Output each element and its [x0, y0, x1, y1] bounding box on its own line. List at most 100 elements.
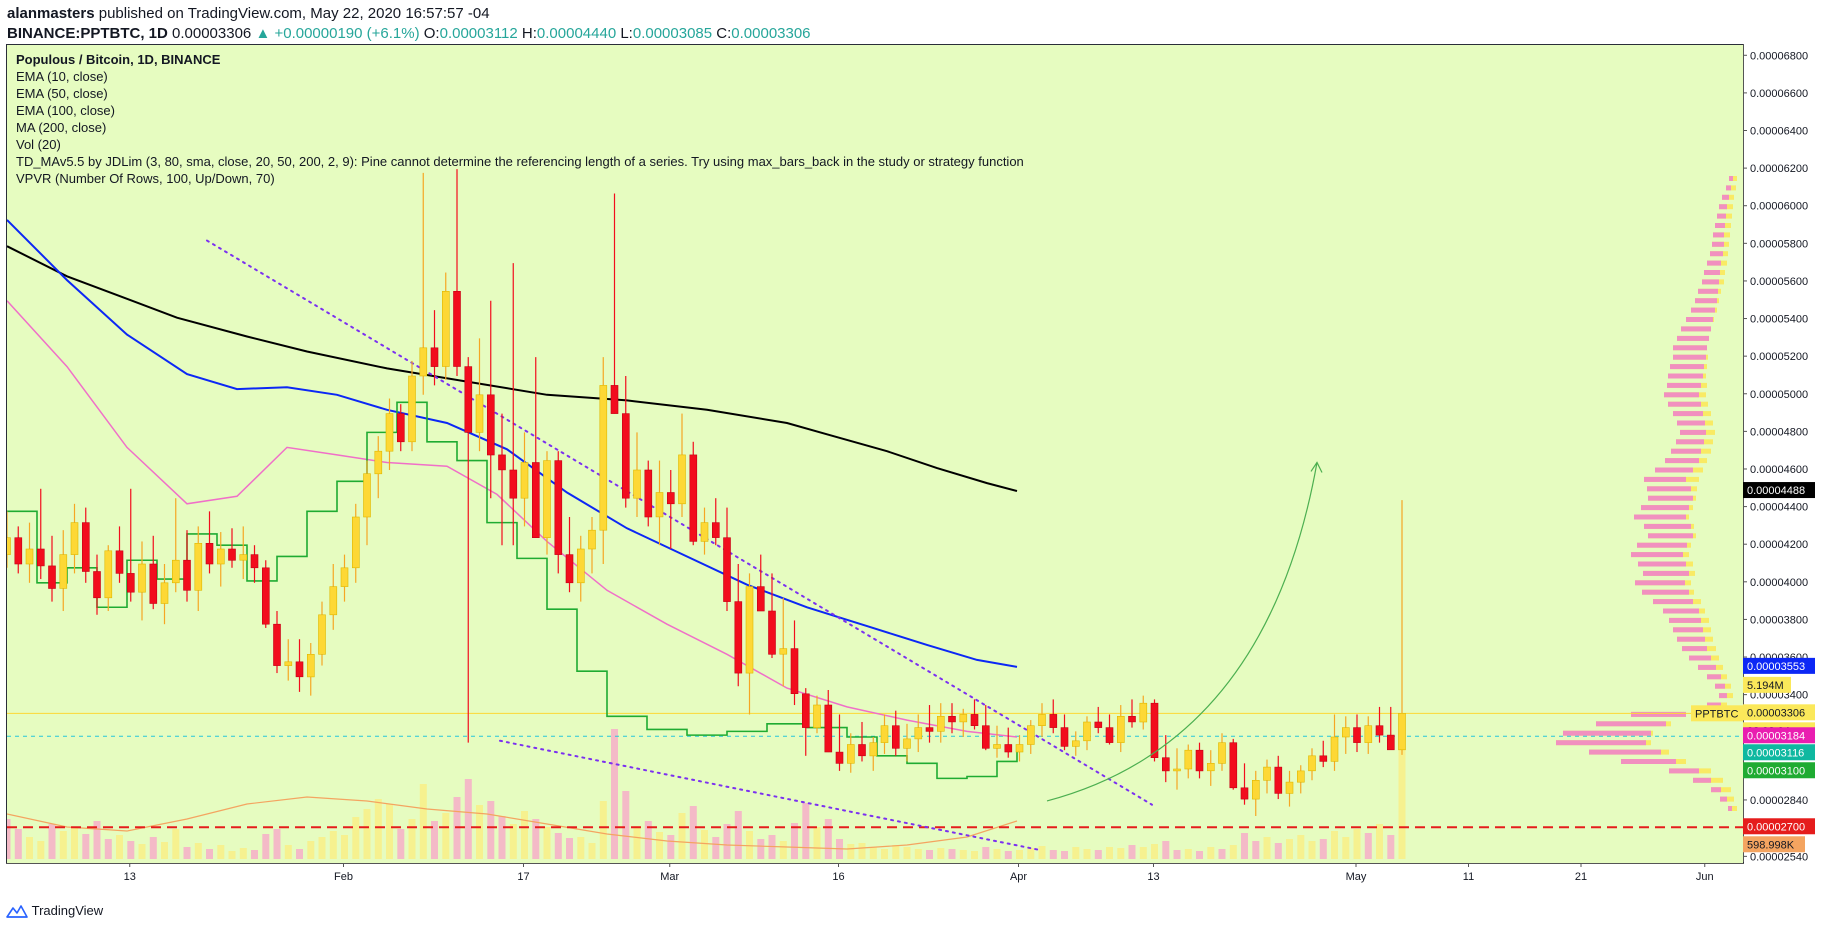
candle-body: [1049, 714, 1058, 728]
vpvr-down-bar: [1677, 420, 1705, 426]
arrow-head-icon: [1310, 461, 1323, 473]
volume-bar: [982, 847, 990, 859]
price-plot[interactable]: PPTBTC: [7, 45, 1743, 863]
low-label: L:: [620, 25, 633, 42]
candle-body: [1004, 744, 1013, 753]
volume-bar: [341, 835, 348, 859]
legend-td-ma[interactable]: TD_MAv5.5 by JDLim (3, 80, sma, close, 2…: [16, 154, 1024, 169]
ema10-price-label-text: 0.00003116: [1747, 747, 1804, 759]
candle-body: [891, 725, 900, 749]
vpvr-down-bar: [1726, 185, 1731, 191]
volume-bar: [1128, 845, 1136, 859]
ema100-price-label-text: 0.00003553: [1747, 661, 1805, 673]
volume-bar: [352, 817, 360, 859]
volume-bar: [251, 850, 258, 859]
vpvr-down-bar: [1728, 806, 1732, 811]
volume-bar: [1151, 844, 1158, 859]
volume-bar: [1376, 824, 1383, 859]
publish-text: published on TradingView.com, May 22, 20…: [98, 5, 490, 22]
candle-body: [1072, 740, 1080, 747]
volume-bar: [464, 779, 472, 859]
candle-body: [1285, 781, 1294, 794]
publisher-name[interactable]: alanmasters: [7, 5, 95, 22]
time-axis[interactable]: 13Feb17Mar16Apr13May1121Jun15Jul13: [6, 863, 1744, 887]
vpvr-down-bar: [1719, 693, 1727, 699]
volume-ma-line: [7, 796, 1018, 850]
price-tick-label: 0.00005600: [1750, 276, 1808, 288]
volume-label-text: 5.194M: [1747, 680, 1784, 692]
volume-bar: [779, 841, 787, 859]
volume-bar: [611, 729, 618, 859]
candle-body: [1015, 744, 1024, 753]
upper-trendline: [206, 239, 1153, 806]
up-arrow-icon: ▲: [255, 25, 271, 42]
price-tick-label: 0.00004600: [1750, 464, 1808, 476]
cyan-price-label-text: 0.00003184: [1747, 730, 1805, 742]
candle-body: [453, 291, 461, 367]
candle-body: [340, 567, 349, 587]
legend-ema50[interactable]: EMA (50, close): [16, 86, 108, 101]
vpvr-down-bar: [1702, 279, 1719, 285]
time-tick-label: May: [1346, 871, 1367, 883]
price-axis[interactable]: 0.00006800 0.00006600 0.00006400 0.00006200…: [1743, 44, 1828, 862]
volume-bar: [476, 805, 483, 859]
ma200-price-label-bg: [1743, 482, 1815, 499]
cyan-price-label-bg: [1743, 727, 1815, 744]
vpvr-down-bar: [1693, 777, 1711, 783]
candle-body: [936, 715, 945, 732]
volume-bar: [183, 847, 191, 859]
candle-body: [621, 413, 630, 499]
time-tick-label: 13: [1147, 871, 1159, 883]
legend-vpvr[interactable]: VPVR (Number Of Rows, 100, Up/Down, 70): [16, 171, 275, 186]
candle-body: [250, 554, 259, 569]
volume-bar: [869, 847, 877, 859]
legend-title[interactable]: Populous / Bitcoin, 1D, BINANCE: [16, 52, 221, 67]
legend-ma200[interactable]: MA (200, close): [16, 120, 107, 135]
candle-body: [149, 563, 158, 604]
candle-body: [644, 469, 653, 518]
volume-bar: [1297, 835, 1305, 859]
vpvr-down-bar: [1665, 458, 1699, 464]
candle-body: [1342, 727, 1350, 738]
tradingview-logo-icon[interactable]: [6, 904, 28, 918]
candle-body: [588, 529, 596, 550]
candle-body: [948, 715, 956, 723]
candle-body: [925, 727, 934, 732]
volume-bar: [37, 841, 45, 859]
volume-bar: [273, 829, 281, 859]
volume-bar: [566, 838, 573, 859]
vpvr-down-bar: [1647, 486, 1691, 492]
volume-bar: [1061, 851, 1068, 859]
candle-body: [70, 522, 79, 555]
volume-bar: [746, 831, 753, 859]
volume-bar: [622, 791, 630, 859]
candle-body: [678, 454, 686, 505]
vpvr-down-bar: [1556, 740, 1646, 746]
footer-brand[interactable]: TradingView: [31, 903, 104, 919]
symbol-tag-bg: [1691, 705, 1743, 722]
vpvr-down-bar: [1680, 429, 1706, 435]
candle-body: [801, 693, 810, 728]
volume-bar: [1038, 846, 1046, 859]
volume-bar: [431, 821, 438, 859]
volume-bar: [892, 845, 900, 859]
candle-body: [1173, 768, 1181, 772]
legend-ema10[interactable]: EMA (10, close): [16, 69, 108, 84]
legend-ema100[interactable]: EMA (100, close): [16, 103, 115, 118]
time-tick-label: 21: [1575, 871, 1587, 883]
volume-bar: [1004, 851, 1012, 859]
volume-bar: [577, 837, 585, 859]
ema50-price-label-text: 0.00003100: [1747, 765, 1805, 777]
volume-bar: [93, 821, 101, 859]
support-price-label-bg: [1743, 818, 1815, 835]
chart-pane[interactable]: PPTBTC Populous / Bitcoin, 1D, BINANCE E…: [6, 44, 1744, 864]
ema100-price-label: 0.00003553: [1743, 657, 1815, 674]
legend-vol[interactable]: Vol (20): [16, 137, 61, 152]
candle-body: [1330, 736, 1339, 762]
volume-bar: [262, 834, 270, 859]
candle-body: [1128, 715, 1136, 723]
candle-body: [880, 725, 889, 743]
candle-body: [25, 548, 34, 565]
candle-body: [430, 347, 439, 367]
vpvr-down-bar: [1596, 721, 1666, 727]
